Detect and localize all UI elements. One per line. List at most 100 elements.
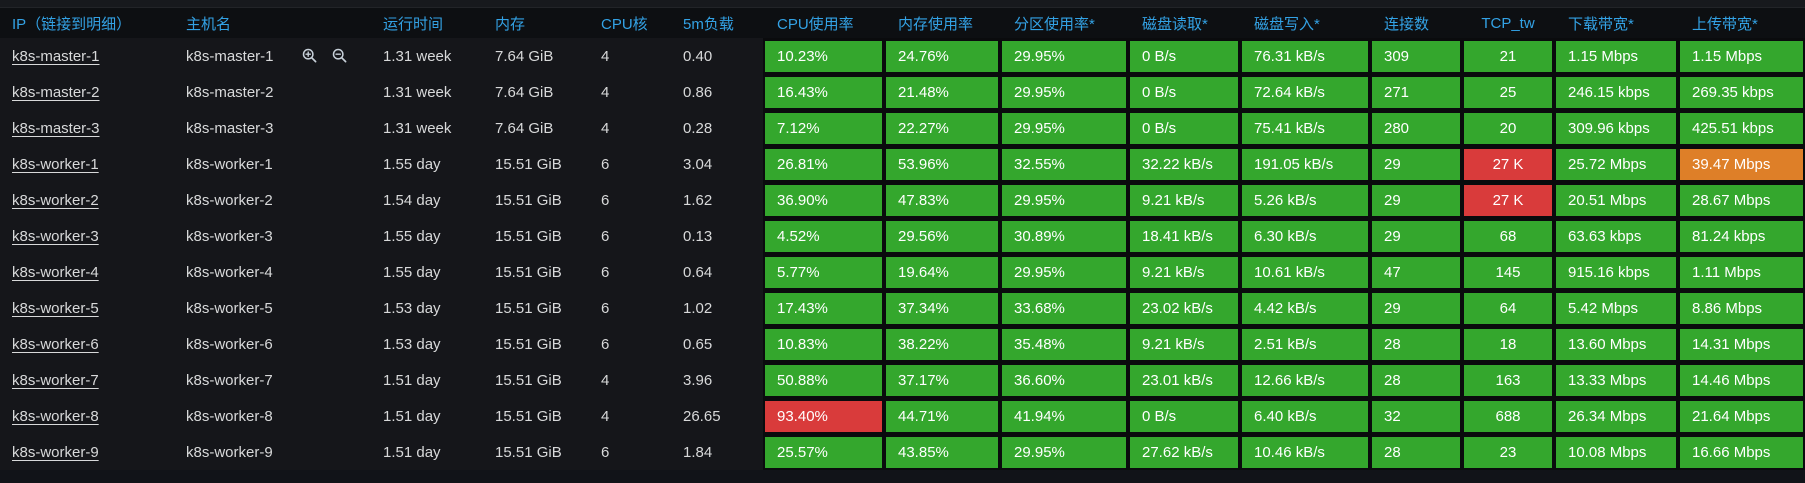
cell-partition_usage: 29.95% [1000, 182, 1128, 218]
uptime-text: 1.53 day [383, 335, 441, 353]
ip-detail-link[interactable]: k8s-worker-4 [12, 263, 99, 281]
cell-hostname: k8s-worker-9 [170, 434, 362, 470]
cell-load_5m: 3.04 [662, 146, 763, 182]
zoom-in-icon[interactable] [302, 48, 317, 63]
cell-disk_write: 76.31 kB/s [1240, 38, 1370, 74]
ip-detail-link[interactable]: k8s-worker-1 [12, 155, 99, 173]
cell-upload_bw: 1.15 Mbps [1678, 38, 1805, 74]
cell-ip: k8s-worker-3 [0, 218, 170, 254]
column-header-uptime[interactable]: 运行时间 [362, 8, 474, 38]
ip-detail-link[interactable]: k8s-worker-6 [12, 335, 99, 353]
memory-text: 15.51 GiB [495, 407, 562, 425]
cell-tcp_tw: 25 [1462, 74, 1554, 110]
column-header-cpu_usage[interactable]: CPU使用率 [763, 8, 884, 38]
cell-hover-actions [302, 48, 347, 63]
ip-detail-link[interactable]: k8s-master-3 [12, 119, 100, 137]
column-header-disk_write[interactable]: 磁盘写入* [1240, 8, 1370, 38]
hostname-text: k8s-worker-6 [186, 335, 273, 353]
status-cell-cpu_usage: 7.12% [765, 112, 882, 144]
status-cell-cpu_usage: 25.57% [765, 436, 882, 468]
cell-cpu_usage: 17.43% [763, 290, 884, 326]
cell-hostname: k8s-worker-3 [170, 218, 362, 254]
ip-detail-link[interactable]: k8s-worker-2 [12, 191, 99, 209]
panel-top-edge [0, 0, 1805, 8]
ip-detail-link[interactable]: k8s-master-1 [12, 47, 100, 65]
status-cell-cpu_usage: 10.83% [765, 328, 882, 360]
status-cell-disk_read: 0 B/s [1130, 76, 1238, 108]
cell-tcp_tw: 145 [1462, 254, 1554, 290]
status-cell-disk_read: 18.41 kB/s [1130, 220, 1238, 252]
status-cell-mem_usage: 21.48% [886, 76, 998, 108]
cell-partition_usage: 29.95% [1000, 254, 1128, 290]
cell-uptime: 1.31 week [362, 110, 474, 146]
column-header-cpu_cores[interactable]: CPU核 [580, 8, 662, 38]
uptime-text: 1.54 day [383, 191, 441, 209]
cell-partition_usage: 29.95% [1000, 434, 1128, 470]
column-header-upload_bw[interactable]: 上传带宽* [1678, 8, 1805, 38]
column-header-download_bw[interactable]: 下载带宽* [1554, 8, 1678, 38]
status-cell-disk_read: 0 B/s [1130, 40, 1238, 72]
table-row-k8s-worker-2: k8s-worker-2 k8s-worker-2 1.54 day 15.51 Gi… [0, 182, 1805, 218]
table-header-row: IP（链接到明细） 主机名 运行时间 内存 CPU核 5m负载 CPU使用率 内存使用率 分区使… [0, 8, 1805, 38]
column-header-tcp_tw[interactable]: TCP_tw [1462, 8, 1554, 38]
status-cell-disk_read: 9.21 kB/s [1130, 256, 1238, 288]
column-header-load_5m[interactable]: 5m负载 [662, 8, 763, 38]
column-header-memory[interactable]: 内存 [474, 8, 580, 38]
ip-detail-link[interactable]: k8s-worker-7 [12, 371, 99, 389]
cell-disk_read: 0 B/s [1128, 74, 1240, 110]
column-header-mem_usage[interactable]: 内存使用率 [884, 8, 1000, 38]
cell-cpu_cores: 4 [580, 362, 662, 398]
cell-upload_bw: 21.64 Mbps [1678, 398, 1805, 434]
status-cell-partition_usage: 29.95% [1002, 112, 1126, 144]
zoom-out-icon[interactable] [332, 48, 347, 63]
cell-load_5m: 0.28 [662, 110, 763, 146]
status-cell-partition_usage: 30.89% [1002, 220, 1126, 252]
column-header-connections[interactable]: 连接数 [1370, 8, 1462, 38]
ip-detail-link[interactable]: k8s-worker-9 [12, 443, 99, 461]
column-header-partition_usage[interactable]: 分区使用率* [1000, 8, 1128, 38]
hostname-text: k8s-worker-7 [186, 371, 273, 389]
status-cell-mem_usage: 22.27% [886, 112, 998, 144]
cell-connections: 28 [1370, 326, 1462, 362]
ip-detail-link[interactable]: k8s-worker-5 [12, 299, 99, 317]
status-cell-upload_bw: 269.35 kbps [1680, 76, 1803, 108]
status-cell-download_bw: 25.72 Mbps [1556, 148, 1676, 180]
cell-disk_read: 18.41 kB/s [1128, 218, 1240, 254]
cell-upload_bw: 8.86 Mbps [1678, 290, 1805, 326]
status-cell-disk_read: 9.21 kB/s [1130, 184, 1238, 216]
cell-upload_bw: 1.11 Mbps [1678, 254, 1805, 290]
status-cell-tcp_tw: 21 [1464, 40, 1552, 72]
status-cell-download_bw: 10.08 Mbps [1556, 436, 1676, 468]
ip-detail-link[interactable]: k8s-worker-3 [12, 227, 99, 245]
uptime-text: 1.53 day [383, 299, 441, 317]
status-cell-download_bw: 5.42 Mbps [1556, 292, 1676, 324]
status-cell-upload_bw: 14.46 Mbps [1680, 364, 1803, 396]
cell-uptime: 1.31 week [362, 38, 474, 74]
cell-disk_write: 10.61 kB/s [1240, 254, 1370, 290]
cell-mem_usage: 29.56% [884, 218, 1000, 254]
memory-text: 15.51 GiB [495, 371, 562, 389]
cell-disk_read: 32.22 kB/s [1128, 146, 1240, 182]
cell-uptime: 1.31 week [362, 74, 474, 110]
column-header-hostname[interactable]: 主机名 [170, 8, 362, 38]
ip-detail-link[interactable]: k8s-master-2 [12, 83, 100, 101]
ip-detail-link[interactable]: k8s-worker-8 [12, 407, 99, 425]
status-cell-mem_usage: 19.64% [886, 256, 998, 288]
cell-memory: 15.51 GiB [474, 326, 580, 362]
status-cell-partition_usage: 41.94% [1002, 400, 1126, 432]
hostname-text: k8s-worker-9 [186, 443, 273, 461]
status-cell-disk_read: 23.01 kB/s [1130, 364, 1238, 396]
cpu_cores-text: 6 [601, 263, 610, 281]
column-header-ip[interactable]: IP（链接到明细） [0, 8, 170, 38]
cell-disk_read: 23.01 kB/s [1128, 362, 1240, 398]
status-cell-partition_usage: 29.95% [1002, 40, 1126, 72]
memory-text: 15.51 GiB [495, 263, 562, 281]
cell-load_5m: 0.40 [662, 38, 763, 74]
cell-disk_read: 23.02 kB/s [1128, 290, 1240, 326]
table-row-k8s-worker-8: k8s-worker-8 k8s-worker-8 1.51 day 15.51 Gi… [0, 398, 1805, 434]
status-cell-disk_write: 72.64 kB/s [1242, 76, 1368, 108]
cell-tcp_tw: 163 [1462, 362, 1554, 398]
status-cell-mem_usage: 38.22% [886, 328, 998, 360]
cell-ip: k8s-worker-1 [0, 146, 170, 182]
column-header-disk_read[interactable]: 磁盘读取* [1128, 8, 1240, 38]
